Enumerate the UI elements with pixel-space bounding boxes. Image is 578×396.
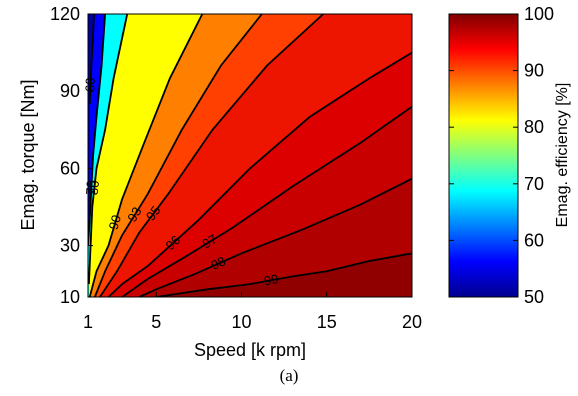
contour-fills (88, 14, 412, 297)
colorbar-tick-label: 70 (524, 174, 544, 194)
contour-label-60: 60 (82, 77, 98, 92)
region-fill-98 (139, 14, 412, 297)
y-tick-label: 120 (50, 4, 80, 24)
contour-line-99 (156, 252, 412, 297)
colorbar-gradient (448, 13, 519, 298)
y-tick-label: 10 (60, 287, 80, 307)
y-tick-label: 30 (60, 236, 80, 256)
contour-line-70 (88, 14, 106, 246)
x-axis-label: Speed [k rpm] (194, 340, 306, 360)
colorbar-tick-label: 50 (524, 287, 544, 307)
contour-line-80 (88, 14, 129, 285)
contour-line-90 (88, 14, 204, 297)
contour-line-60 (88, 14, 95, 105)
x-tick-label: 20 (402, 312, 422, 332)
x-tick-label: 5 (151, 312, 161, 332)
region-fill-99 (156, 14, 412, 297)
contour-line-93 (93, 14, 263, 297)
colorbar: 50 60 70 80 90 100 Emag. efficiency [%] (448, 4, 571, 307)
y-axis-ticks: 10 30 60 90 120 (50, 4, 93, 307)
contour-label-97: 97 (200, 231, 220, 251)
colorbar-tick-label: 100 (524, 4, 554, 24)
plot-frame (87, 13, 413, 298)
contour-line-95 (99, 14, 324, 297)
x-axis-ticks: 1 5 10 15 20 (83, 292, 422, 332)
contour-label-90: 90 (106, 213, 124, 231)
y-tick-label: 60 (60, 158, 80, 178)
contour-lines (88, 14, 412, 297)
figure-caption: (a) (279, 366, 299, 385)
contour-label-99: 99 (263, 271, 280, 288)
x-tick-label: 15 (317, 312, 337, 332)
colorbar-label: Emag. efficiency [%] (554, 83, 571, 228)
y-tick-label: 90 (60, 81, 80, 101)
contour-label-95: 95 (143, 203, 164, 224)
colorbar-tick-label: 60 (524, 230, 544, 250)
contour-line-97 (121, 105, 412, 297)
colorbar-tick-label: 80 (524, 117, 544, 137)
colorbar-tick-label: 90 (524, 61, 544, 81)
contour-line-96 (107, 51, 412, 297)
colorbar-ticks: 50 60 70 80 90 100 (449, 4, 554, 307)
contour-line-98 (138, 177, 412, 297)
contour-label-70: 70 (83, 180, 99, 195)
y-axis-label: Emag. torque [Nm] (18, 79, 38, 230)
contour-label-80: 80 (86, 180, 102, 196)
contour-label-98: 98 (209, 253, 228, 273)
contour-label-93: 93 (124, 204, 144, 224)
x-tick-label: 1 (83, 312, 93, 332)
x-tick-label: 10 (231, 312, 251, 332)
